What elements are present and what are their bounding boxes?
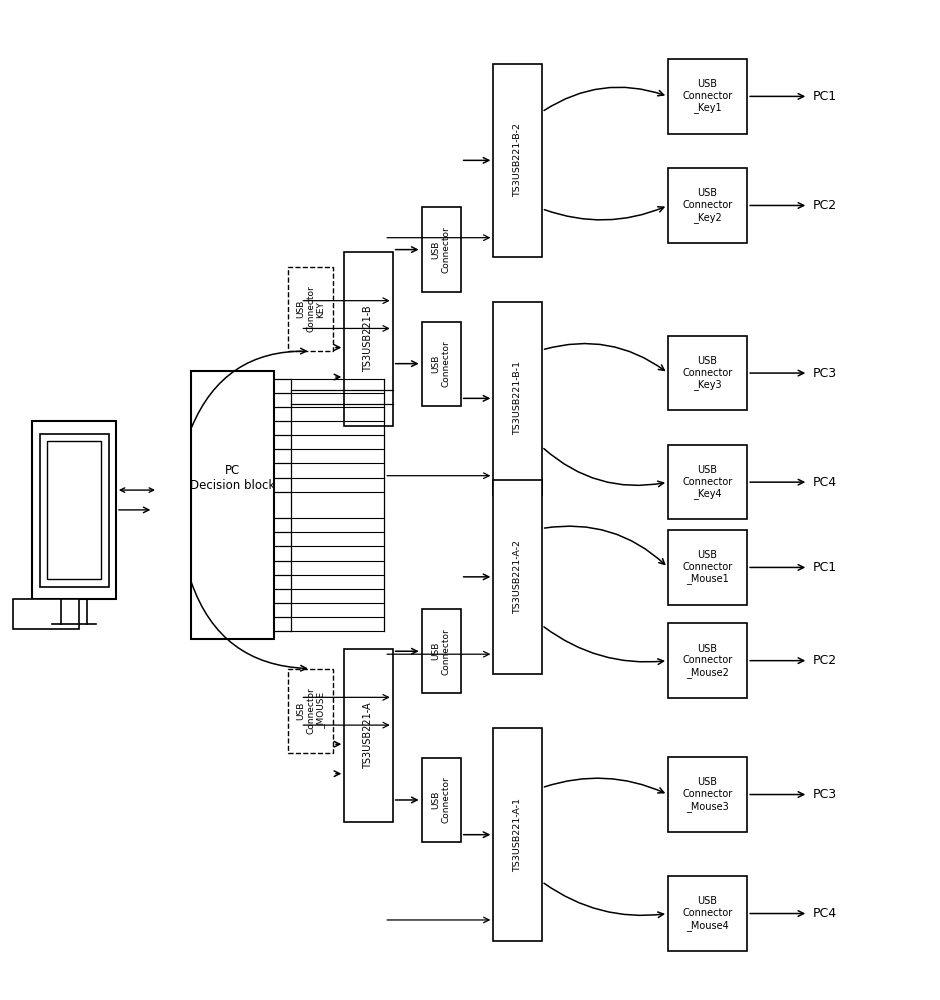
- Text: USB
Connector
_Key1: USB Connector _Key1: [682, 79, 732, 113]
- FancyBboxPatch shape: [668, 530, 747, 605]
- Text: USB
Connector
_Mouse2: USB Connector _Mouse2: [682, 644, 732, 678]
- Text: PC2: PC2: [813, 654, 837, 667]
- Text: TS3USB221-A-2: TS3USB221-A-2: [513, 540, 522, 614]
- FancyBboxPatch shape: [421, 758, 461, 842]
- FancyBboxPatch shape: [289, 267, 333, 351]
- FancyBboxPatch shape: [13, 599, 79, 629]
- FancyBboxPatch shape: [668, 757, 747, 832]
- Text: TS3USB221-B-2: TS3USB221-B-2: [513, 123, 522, 197]
- Text: USB
Connector
_Key2: USB Connector _Key2: [682, 188, 732, 223]
- FancyBboxPatch shape: [421, 609, 461, 693]
- FancyBboxPatch shape: [421, 322, 461, 406]
- Text: TS3USB221-B-1: TS3USB221-B-1: [513, 361, 522, 435]
- FancyBboxPatch shape: [39, 434, 108, 587]
- Text: PC2: PC2: [813, 199, 837, 212]
- Text: PC3: PC3: [813, 367, 837, 380]
- Text: PC
Decision block: PC Decision block: [190, 464, 275, 492]
- FancyBboxPatch shape: [494, 64, 541, 257]
- Text: USB
Connector
_Key3: USB Connector _Key3: [682, 356, 732, 390]
- Text: USB
Connector
_MOUSE: USB Connector _MOUSE: [296, 687, 325, 734]
- Text: USB
Connector: USB Connector: [431, 340, 451, 387]
- FancyBboxPatch shape: [494, 728, 541, 941]
- FancyBboxPatch shape: [191, 371, 274, 639]
- Text: PC4: PC4: [813, 476, 837, 489]
- Text: USB
Connector
_Mouse1: USB Connector _Mouse1: [682, 550, 732, 584]
- FancyBboxPatch shape: [668, 623, 747, 698]
- Text: PC3: PC3: [813, 788, 837, 801]
- Text: USB
Connector: USB Connector: [431, 628, 451, 675]
- FancyBboxPatch shape: [668, 445, 747, 519]
- FancyBboxPatch shape: [47, 441, 102, 579]
- Text: USB
Connector: USB Connector: [431, 777, 451, 823]
- Text: PC1: PC1: [813, 90, 837, 103]
- FancyBboxPatch shape: [668, 168, 747, 243]
- Text: USB
Connector
KEY: USB Connector KEY: [296, 286, 325, 332]
- FancyBboxPatch shape: [668, 336, 747, 410]
- FancyBboxPatch shape: [494, 302, 541, 495]
- FancyBboxPatch shape: [289, 669, 333, 753]
- FancyBboxPatch shape: [344, 252, 393, 426]
- FancyBboxPatch shape: [668, 59, 747, 134]
- Text: PC1: PC1: [813, 561, 837, 574]
- Text: USB
Connector
_Mouse3: USB Connector _Mouse3: [682, 777, 732, 812]
- FancyBboxPatch shape: [32, 421, 116, 599]
- Text: TS3USB221-A-1: TS3USB221-A-1: [513, 798, 522, 872]
- Text: USB
Connector
_Mouse4: USB Connector _Mouse4: [682, 896, 732, 931]
- FancyBboxPatch shape: [421, 207, 461, 292]
- Text: PC4: PC4: [813, 907, 837, 920]
- Text: USB
Connector: USB Connector: [431, 226, 451, 273]
- FancyBboxPatch shape: [668, 876, 747, 951]
- FancyBboxPatch shape: [344, 649, 393, 822]
- Text: USB
Connector
_Key4: USB Connector _Key4: [682, 465, 732, 499]
- Text: TS3USB221-B: TS3USB221-B: [364, 306, 373, 372]
- Text: TS3USB221-A: TS3USB221-A: [364, 702, 373, 769]
- FancyBboxPatch shape: [494, 480, 541, 674]
